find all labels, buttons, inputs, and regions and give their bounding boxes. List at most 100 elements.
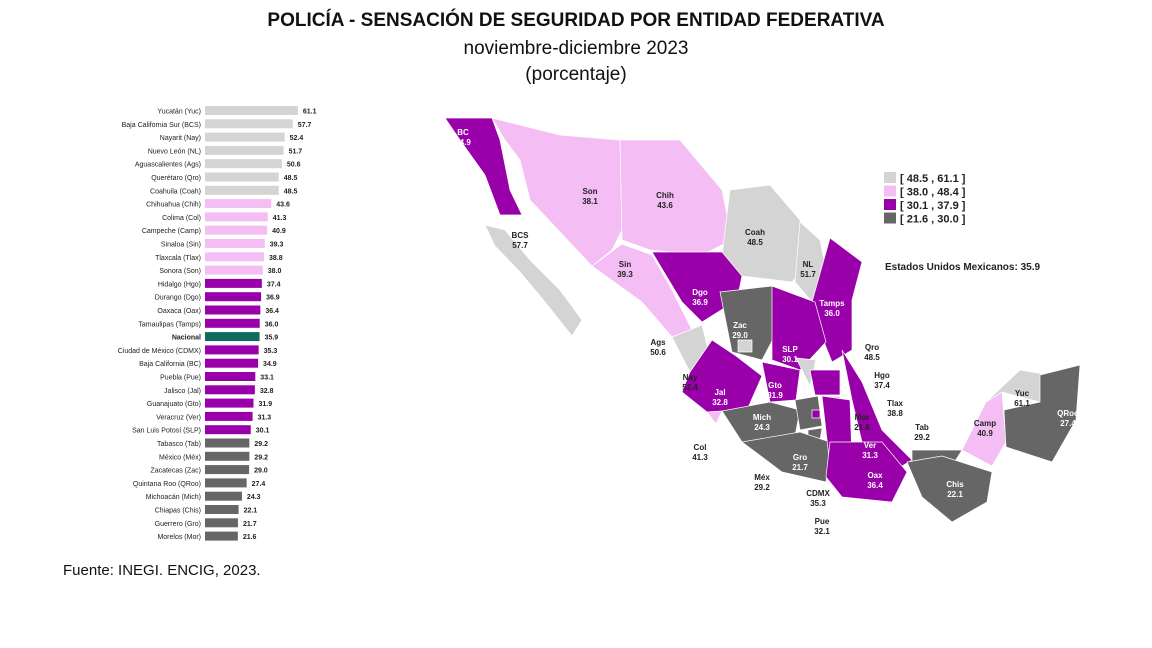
bar-label: Nacional [172,335,201,342]
state-abbr-label: BCS [512,231,530,240]
bar-label: Guerrero (Gro) [155,521,201,528]
bar-label: Guanajuato (Gto) [147,401,201,408]
state-value-label: 30.1 [782,355,798,364]
source-note: Fuente: INEGI. ENCIG, 2023. [63,562,261,579]
bar-value-label: 31.9 [258,401,272,408]
state-value-label: 21.6 [854,423,870,432]
bar-label: Michoacán (Mich) [146,494,201,501]
state-region-camp [961,391,1007,467]
state-region-hgo [809,369,841,396]
bar-value-label: 48.5 [284,188,298,195]
bar-label: Coahuila (Coah) [150,188,201,195]
bar-value-label: 35.9 [265,335,279,342]
state-abbr-label: Mich [753,413,771,422]
bar [205,332,260,342]
state-value-label: 61.1 [1014,399,1030,408]
bar-value-label: 43.6 [276,202,290,209]
bar-value-label: 39.3 [270,242,284,249]
state-value-label: 41.3 [692,453,708,462]
state-value-label: 36.0 [824,309,840,318]
legend-swatch [884,172,896,183]
state-value-label: 48.5 [747,238,763,247]
bar-value-label: 35.3 [264,348,278,355]
bar [205,318,260,328]
bar-value-label: 48.5 [284,175,298,182]
bar-value-label: 40.9 [272,228,286,235]
bar-value-label: 36.9 [266,295,280,302]
state-region-bcs [484,224,583,337]
bar-label: Baja California (BC) [139,361,201,368]
state-abbr-label: CDMX [806,489,830,498]
bar [205,145,284,155]
state-value-label: 37.4 [874,381,890,390]
bar [205,425,251,435]
bar [205,119,293,129]
state-abbr-label: Chih [656,191,674,200]
bar-label: Jalisco (Jal) [164,388,201,395]
state-value-label: 24.3 [754,423,770,432]
state-value-label: 27.4 [1060,419,1076,428]
bar [205,172,279,182]
state-value-label: 29.2 [754,483,770,492]
bar [205,411,253,421]
state-value-label: 38.1 [582,197,598,206]
bar-value-label: 21.7 [243,521,257,528]
bar-label: Tabasco (Tab) [157,441,201,448]
state-abbr-label: Gro [793,453,807,462]
bar-value-label: 37.4 [267,281,281,288]
bar-value-label: 41.3 [273,215,287,222]
bar-value-label: 61.1 [303,109,317,116]
state-abbr-label: Sin [619,260,632,269]
bar [205,305,261,315]
state-value-label: 35.3 [810,499,826,508]
bar [205,491,242,501]
bar-value-label: 38.0 [268,268,282,275]
state-value-label: 38.8 [887,409,903,418]
bar-label: Zacatecas (Zac) [150,468,201,475]
state-abbr-label: Ver [864,441,876,450]
state-value-label: 36.4 [867,481,883,490]
state-value-label: 31.3 [862,451,878,460]
bar [205,451,250,461]
legend-label: [ 38.0 , 48.4 ] [900,187,966,199]
state-region-col [706,410,723,425]
bar [205,199,272,209]
bar [205,465,250,475]
state-abbr-label: Pue [815,517,830,526]
state-value-label: 51.7 [800,270,816,279]
bar-label: Nayarit (Nay) [160,135,201,142]
bar-value-label: 30.1 [256,428,270,435]
state-abbr-label: Oax [867,471,883,480]
bar-value-label: 52.4 [290,135,304,142]
state-value-label: 40.9 [977,429,993,438]
state-abbr-label: Nay [683,373,698,382]
bar [205,345,259,355]
legend-swatch [884,185,896,197]
bar [205,132,285,142]
bar-value-label: 57.7 [298,122,312,129]
bar-label: San Luis Potosí (SLP) [132,428,201,435]
bar-label: Quintana Roo (QRoo) [133,481,201,488]
state-value-label: 29.0 [732,331,748,340]
state-region-mex [794,395,823,431]
bar-value-label: 21.6 [243,534,257,541]
bar [205,505,239,514]
bar-label: Puebla (Pue) [160,375,201,382]
bar [205,531,238,541]
chart-unit: (porcentaje) [525,64,627,85]
bar [205,278,262,288]
bar-label: Durango (Dgo) [155,295,201,302]
bar-value-label: 31.3 [258,414,272,421]
bar-label: Morelos (Mor) [157,534,201,541]
state-abbr-label: Mor [855,413,870,422]
state-abbr-label: Dgo [692,288,708,297]
state-abbr-label: Yuc [1015,389,1030,398]
bar [205,252,264,262]
bar-label: Veracruz (Ver) [156,414,201,421]
bar-label: Baja California Sur (BCS) [122,122,201,129]
state-abbr-label: BC [457,128,469,137]
state-abbr-label: Jal [714,388,725,397]
state-region-bc [444,117,523,216]
bar-label: Tamaulipas (Tamps) [138,321,201,328]
